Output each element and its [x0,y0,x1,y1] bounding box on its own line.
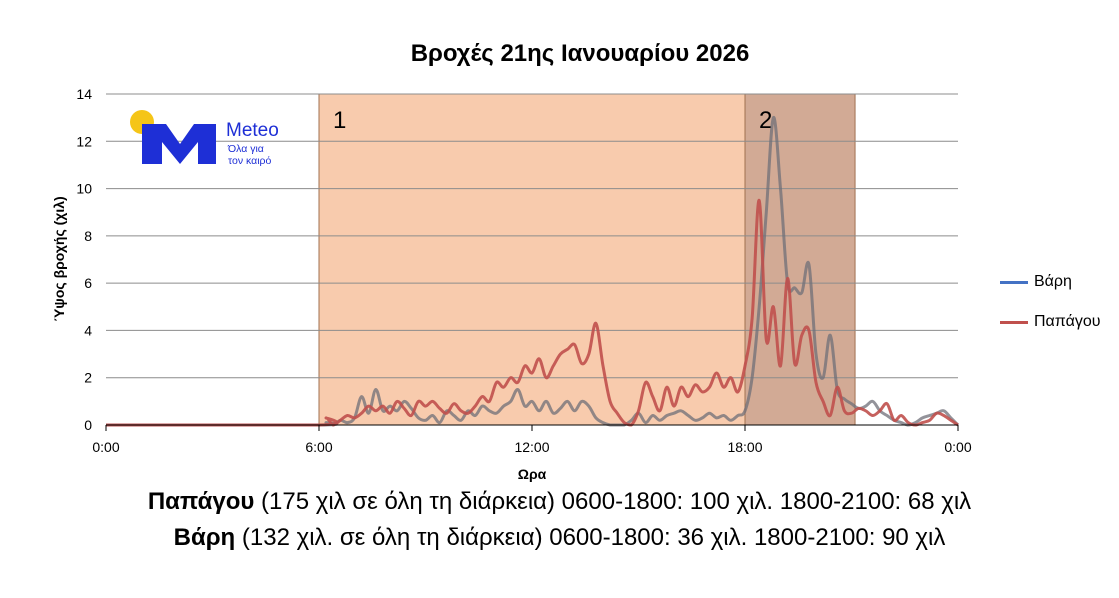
logo-name: Meteo [226,120,279,141]
legend-label-vari: Βάρη [1034,273,1072,290]
x-tick-label: 0:00 [92,439,119,455]
gridlines [106,93,958,426]
y-tick-label: 10 [76,181,92,197]
meteo-logo: Meteo Όλα για τον καιρό [124,106,294,176]
y-tick-label: 12 [76,133,92,149]
legend-item-vari: Βάρη [1000,262,1101,302]
chart-legend: Βάρη Παπάγου [1000,262,1101,342]
period-1-label: 1 [333,107,346,134]
footnote-vari-station: Βάρη [173,524,236,551]
period-2-label: 2 [759,107,772,134]
x-tick-label: 0:00 [944,439,971,455]
y-tick-label: 4 [84,322,92,338]
legend-swatch-papagou [1000,320,1028,324]
x-axis-label: Ωρα [518,466,547,482]
y-tick-label: 2 [84,370,92,386]
y-tick-label: 0 [84,417,92,433]
y-axis-label: Ύψος βροχής (χιλ) [51,196,67,321]
logo-tagline-2: τον καιρό [228,155,272,167]
y-tick-label: 8 [84,228,92,244]
footnote-papagou: Παπάγου (175 χιλ σε όλη τη διάρκεια) 060… [0,484,1119,520]
footnote-papagou-text: (175 χιλ σε όλη τη διάρκεια) 0600-1800: … [254,488,972,515]
y-tick-label: 6 [84,275,92,291]
legend-label-papagou: Παπάγου [1034,313,1101,330]
series-line-papagou [105,198,959,427]
legend-item-papagou: Παπάγου [1000,302,1101,342]
series-lines [105,116,960,427]
footnotes: Παπάγου (175 χιλ σε όλη τη διάρκεια) 060… [0,484,1119,556]
footnote-papagou-station: Παπάγου [147,488,255,515]
legend-swatch-vari [1000,280,1028,284]
x-tick-label: 18:00 [727,439,762,455]
x-tick-label: 6:00 [305,439,332,455]
logo-tagline-1: Όλα για [227,143,264,155]
period-1-band [318,93,746,426]
x-tick-label: 12:00 [514,439,549,455]
y-tick-label: 14 [76,86,92,102]
m-letter-icon [142,124,216,164]
footnote-vari-text: (132 χιλ. σε όλη τη διάρκεια) 0600-1800:… [235,524,946,551]
chart-title: Βροχές 21ης Ιανουαρίου 2026 [410,40,750,67]
meteo-logo-mark: Meteo Όλα για τον καιρό [130,110,279,167]
footnote-vari: Βάρη (132 χιλ. σε όλη τη διάρκεια) 0600-… [0,520,1119,556]
